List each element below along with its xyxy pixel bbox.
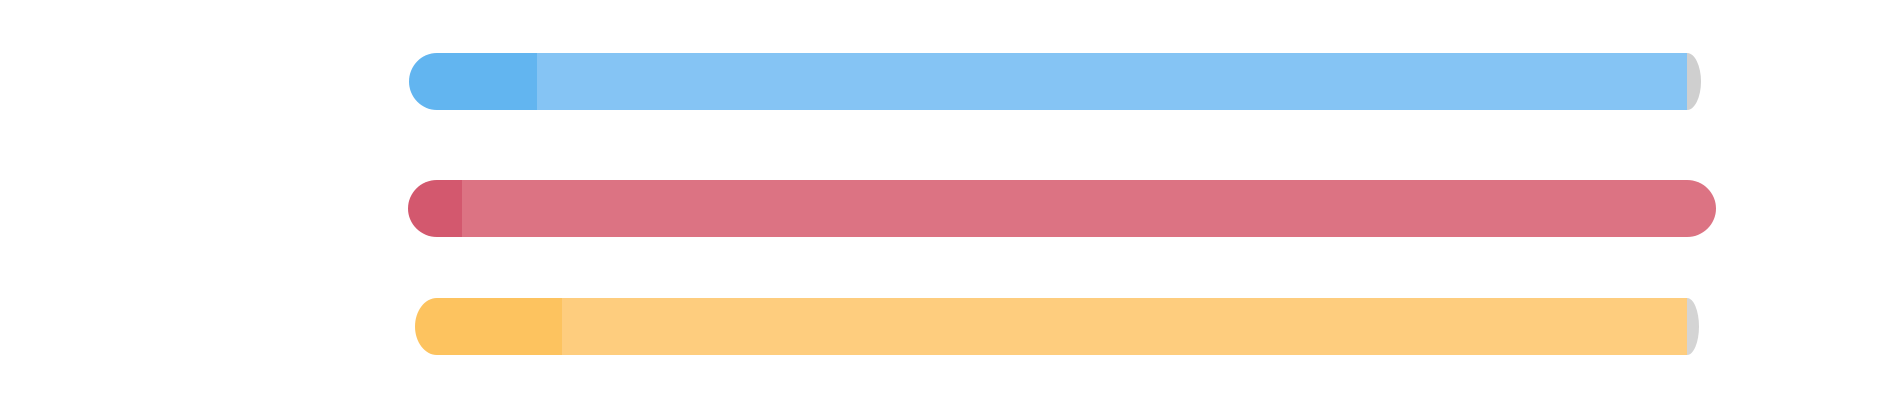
bar-fill xyxy=(437,53,1687,110)
bar-highlight-segment xyxy=(437,180,462,237)
bar-group-1 xyxy=(409,53,1701,110)
bar-highlight-segment xyxy=(437,53,537,110)
bar-group-2 xyxy=(408,180,1716,237)
bar-highlight-segment xyxy=(437,298,562,355)
bar-fill xyxy=(437,180,1687,237)
bar-fill xyxy=(437,298,1687,355)
bar-group-3 xyxy=(415,298,1699,355)
